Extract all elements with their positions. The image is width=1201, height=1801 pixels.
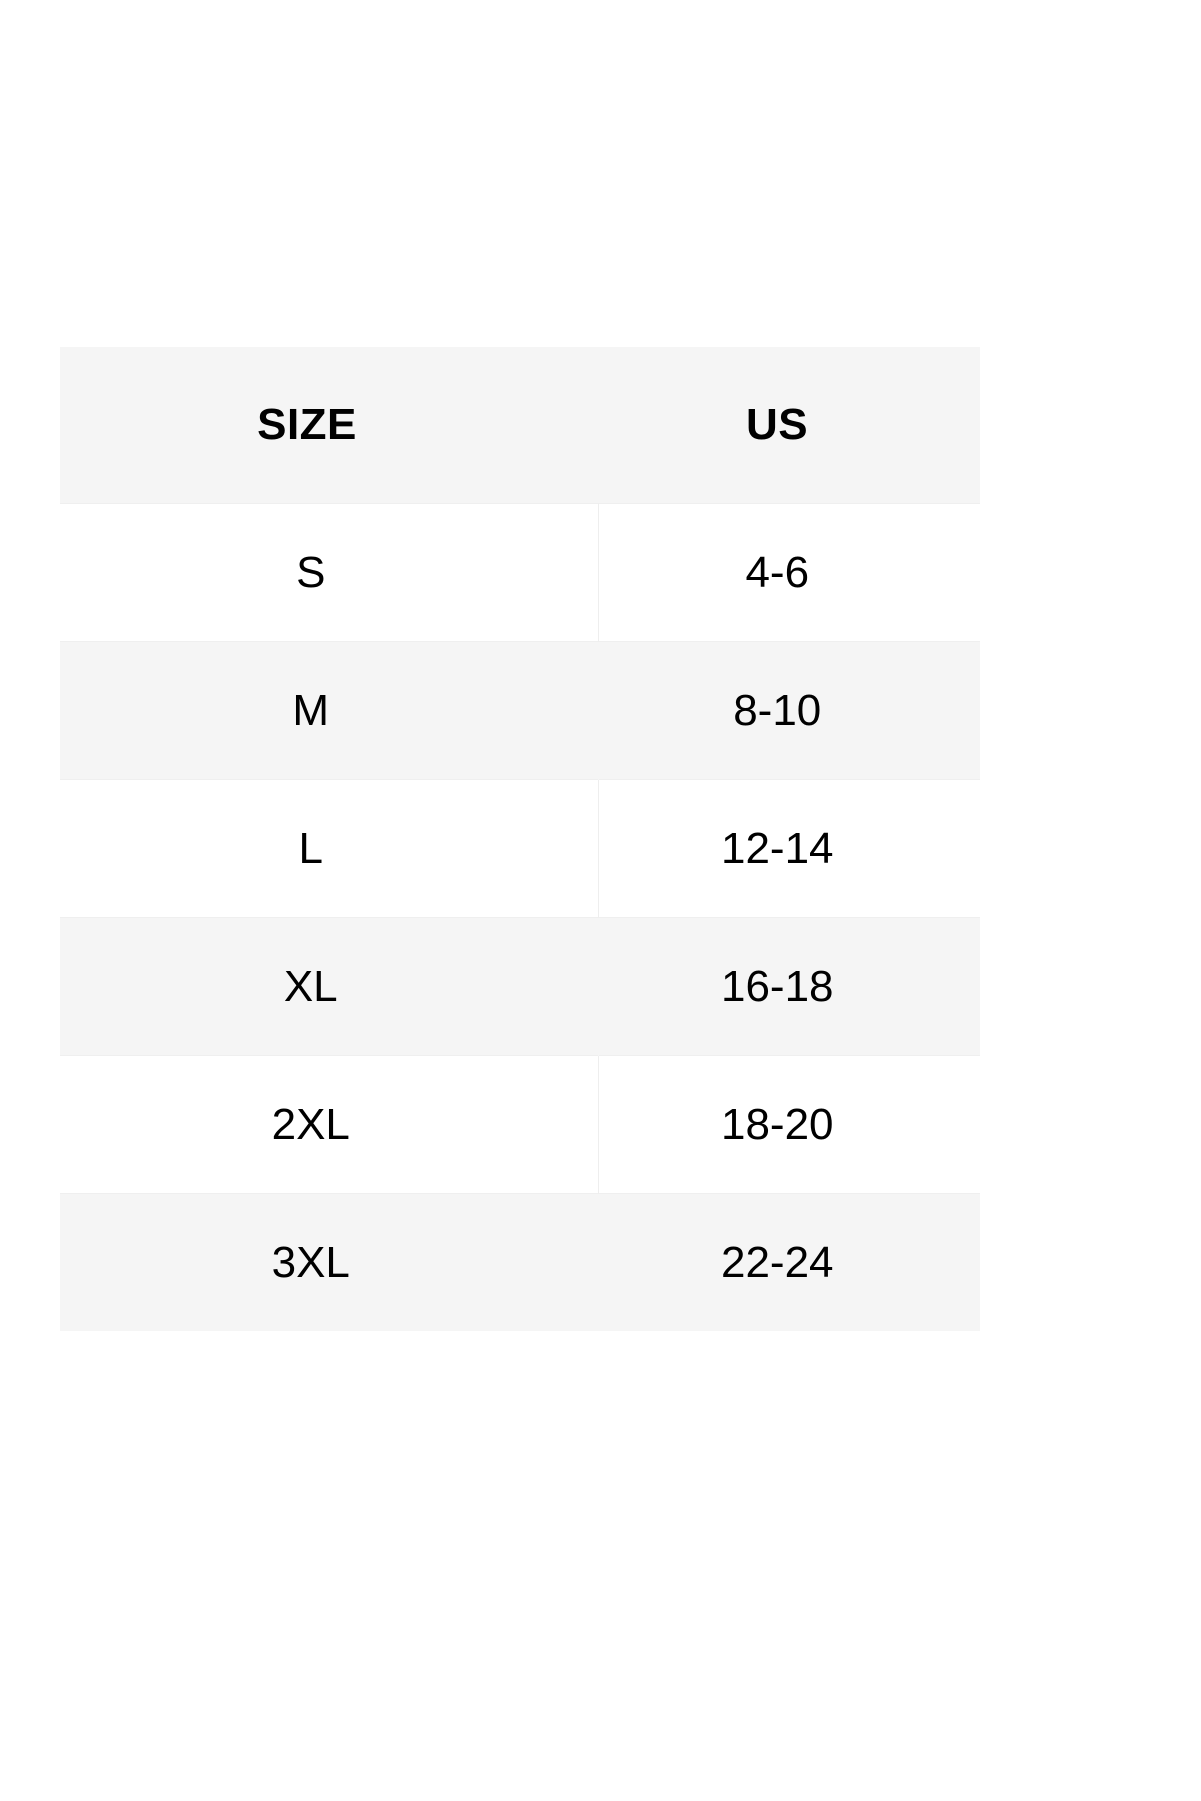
cell-size: L [60,779,599,918]
table-row: M 8-10 [60,641,980,780]
size-chart-header: SIZE US [60,347,980,504]
column-header-size: SIZE [60,347,598,504]
cell-us: 12-14 [598,779,980,918]
cell-us-value: 4-6 [745,547,810,597]
cell-us: 22-24 [598,1193,980,1331]
column-header-size-label: SIZE [257,400,357,449]
cell-us-value: 16-18 [720,961,834,1011]
table-row: 2XL 18-20 [60,1055,980,1194]
cell-us: 8-10 [598,641,980,780]
header-row: SIZE US [60,347,980,504]
cell-size: S [60,503,599,642]
cell-size-value: S [296,547,326,597]
cell-us-value: 18-20 [720,1099,834,1149]
table-row: L 12-14 [60,779,980,918]
cell-us-value: 22-24 [720,1237,834,1287]
cell-size-value: M [292,685,330,735]
cell-size-value: 2XL [271,1099,350,1149]
cell-size: M [60,641,599,780]
cell-us: 4-6 [598,503,980,642]
cell-size-value: 3XL [271,1237,350,1287]
column-header-us: US [598,347,980,504]
size-chart-table: SIZE US S 4-6 M 8-10 [60,347,980,1331]
cell-size: 3XL [60,1193,599,1331]
cell-us-value: 8-10 [733,685,822,735]
cell-us: 18-20 [598,1055,980,1194]
cell-size: 2XL [60,1055,599,1194]
size-chart-body: S 4-6 M 8-10 L 12-14 [60,503,980,1331]
cell-size-value: L [298,823,323,873]
cell-us-value: 12-14 [720,823,834,873]
table-row: 3XL 22-24 [60,1193,980,1331]
cell-size: XL [60,917,599,1056]
table-row: XL 16-18 [60,917,980,1056]
column-header-us-label: US [745,400,809,449]
cell-us: 16-18 [598,917,980,1056]
table-row: S 4-6 [60,503,980,642]
cell-size-value: XL [283,961,338,1011]
